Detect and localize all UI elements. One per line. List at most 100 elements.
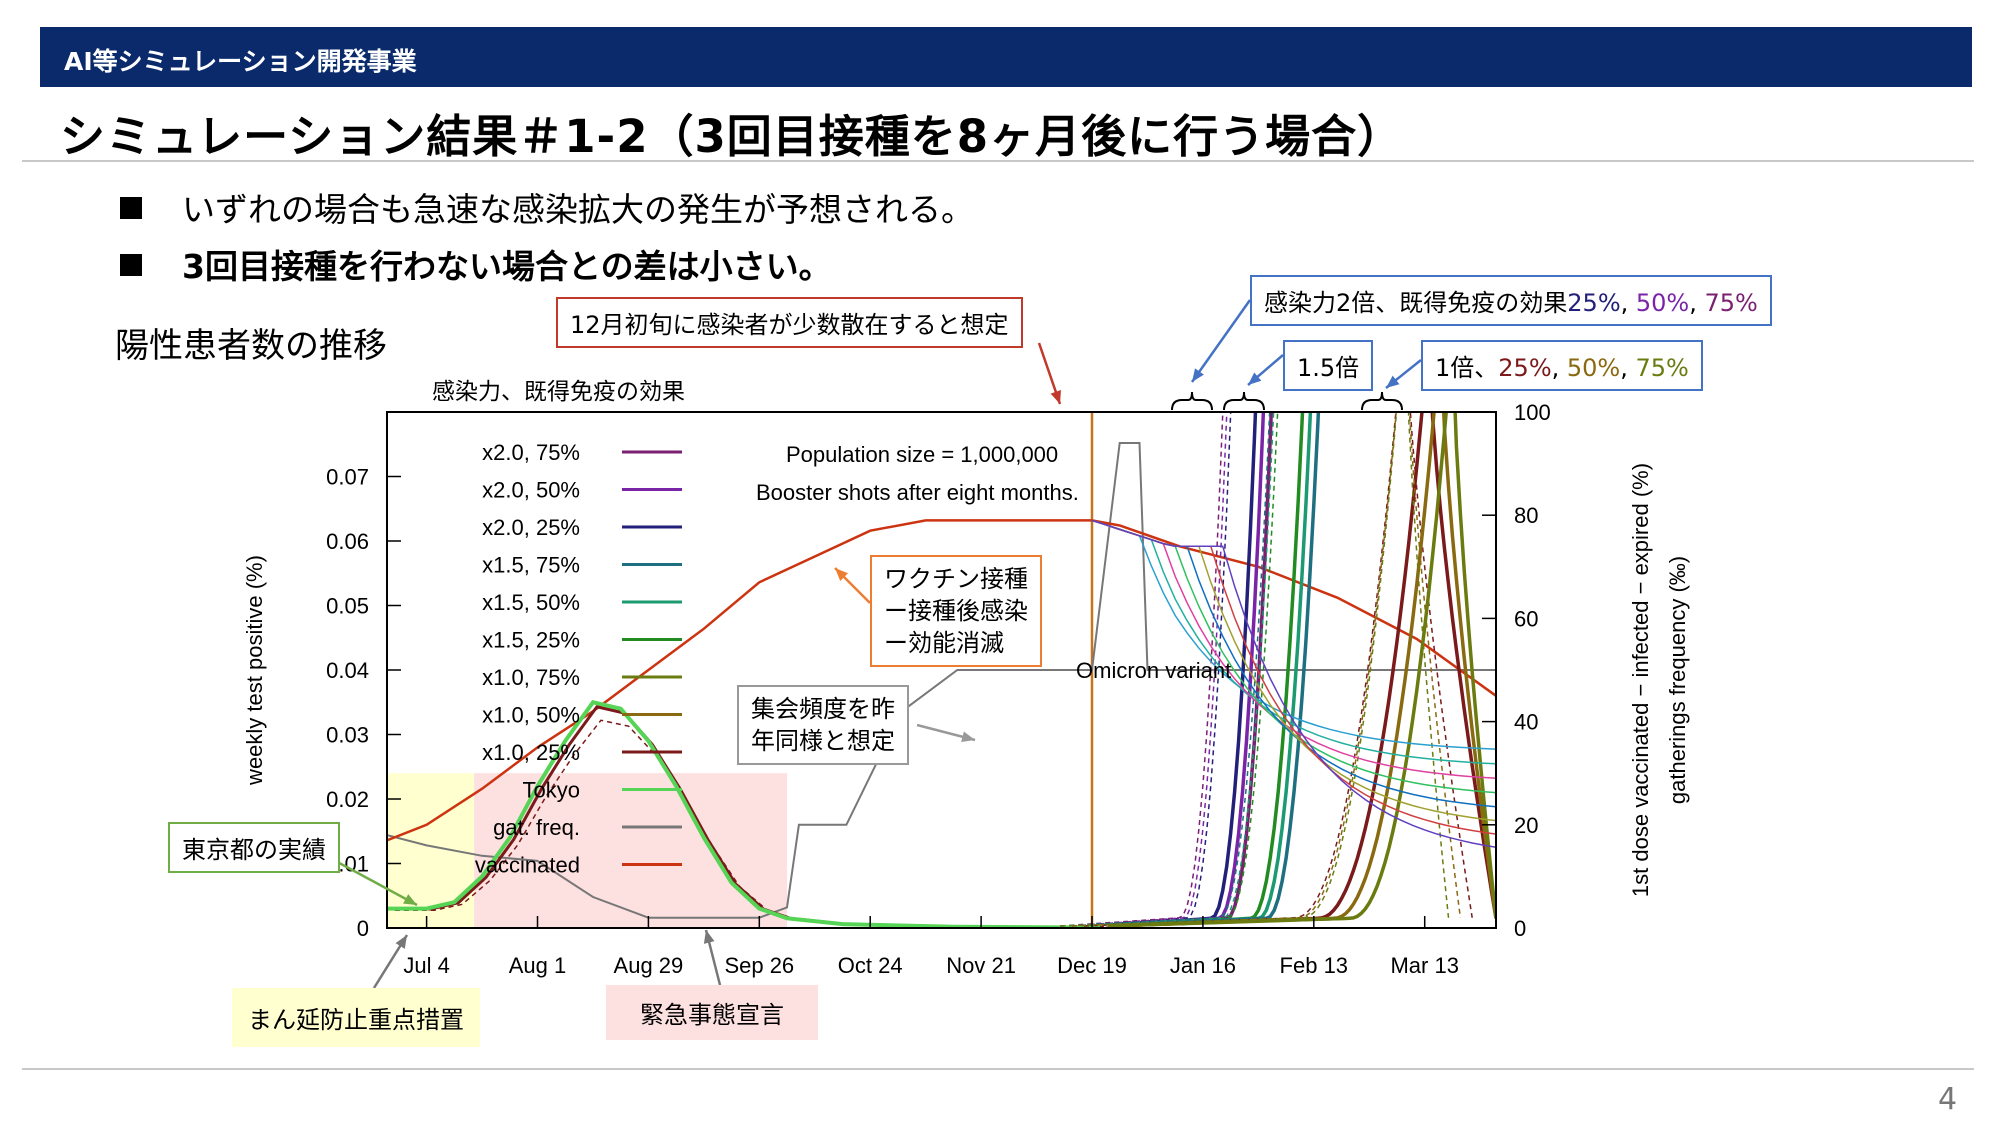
seed-arrow-head [1050, 390, 1061, 404]
legend-label: x2.0, 75% [482, 440, 580, 465]
december-seed-box: 12月初旬に感染者が少数散在すると想定 [556, 297, 1023, 348]
vaccine-line-1: ワクチン接種 [884, 565, 1028, 593]
x-tick-label: Jan 16 [1170, 953, 1236, 978]
y2-axis-label-1: 1st dose vaccinated − infected − expired… [1628, 463, 1653, 897]
x1-sep-2: , [1620, 354, 1636, 382]
x1-prefix: 1倍、 [1435, 354, 1499, 382]
wave-dashed-2 [1060, 412, 1224, 927]
tokyo-line [387, 700, 1100, 928]
wave-dashed-7 [1072, 412, 1462, 927]
x1-group-box: 1倍、25%, 50%, 75% [1421, 340, 1703, 391]
x-tick-label: Aug 1 [509, 953, 567, 978]
x1-brace [1361, 391, 1403, 411]
page-number: 4 [1938, 1082, 1958, 1117]
tokyo-actual-box: 東京都の実績 [168, 822, 340, 873]
legend-label: x1.0, 75% [482, 665, 580, 690]
y-tick-label: 0.03 [326, 723, 369, 748]
y-tick-label: 0.05 [326, 594, 369, 619]
x-tick-label: Aug 29 [614, 953, 684, 978]
y-axis-label: weekly test positive (%) [242, 555, 267, 786]
x15-brace [1223, 391, 1265, 411]
axes-layer: 00.010.020.030.040.050.060.0702040608010… [242, 379, 1690, 978]
x1-p50: 50% [1566, 354, 1621, 382]
y2-tick-label: 40 [1514, 710, 1538, 735]
vaccinated-line [387, 519, 1496, 842]
x-tick-label: Mar 13 [1390, 953, 1458, 978]
bullet-2-text: 3回目接種を行わない場合との差は小さい。 [182, 247, 832, 286]
chart-title: 感染力、既得免疫の効果 [432, 379, 685, 405]
x1-sep-1: , [1551, 354, 1567, 382]
x-tick-label: Oct 24 [838, 953, 903, 978]
footer-divider [22, 1068, 1974, 1070]
legend-label: x1.5, 50% [482, 590, 580, 615]
legend-label: x1.5, 25% [482, 628, 580, 653]
legend-label: Tokyo [523, 778, 580, 803]
bullet-2: 3回目接種を行わない場合との差は小さい。 [120, 240, 832, 288]
wave-dashed-5 [1060, 412, 1271, 927]
x2-p25: 25% [1567, 289, 1621, 317]
legend-label: vaccinated [475, 853, 580, 878]
vacc-scenario-0 [1091, 519, 1496, 750]
title-divider [22, 160, 1974, 162]
x-tick-label: Jul 4 [403, 953, 449, 978]
emergency-arrow-head [703, 930, 715, 944]
y-tick-label: 0.06 [326, 529, 369, 554]
omicron-text: Omicron variant [1076, 658, 1231, 683]
booster-text: Booster shots after eight months. [756, 480, 1079, 505]
x2-brace [1171, 391, 1213, 411]
tokyo-arrow-head [403, 894, 417, 905]
manen-arrow-head [395, 935, 407, 949]
gathering-box: 集会頻度を昨 年同様と想定 [737, 685, 909, 765]
x1-p25: 25% [1498, 354, 1552, 382]
section-label: AI等シミュレーション開発事業 [64, 47, 417, 76]
x2-arrow [1190, 299, 1252, 383]
emergency-shade [474, 773, 788, 928]
series-layer [387, 412, 1496, 928]
bullet-square [120, 254, 142, 276]
bullet-1-text: いずれの場合も急速な感染拡大の発生が予想される。 [182, 190, 974, 229]
legend-label: x2.0, 25% [482, 515, 580, 540]
x2-group-box: 感染力2倍、既得免疫の効果25%, 50%, 75% [1250, 275, 1772, 326]
legend-label: x1.0, 50% [482, 703, 580, 728]
legend-label: gat. freq. [493, 815, 580, 840]
y-tick-label: 0.02 [326, 787, 369, 812]
header-bar: AI等シミュレーション開発事業 [40, 27, 1972, 87]
wave-3 [1107, 412, 1305, 928]
legend-layer: x2.0, 75% x2.0, 50% x2.0, 25% x1.5, 75% x1.5… [475, 440, 682, 878]
wave-dashed-4 [1072, 412, 1275, 927]
x2-arrow-head [1192, 368, 1204, 382]
x-tick-label: Sep 26 [724, 953, 794, 978]
x2-sep-1: , [1620, 289, 1636, 317]
x-tick-label: Feb 13 [1280, 953, 1349, 978]
vaccine-arrow-head [835, 568, 848, 581]
x-tick-label: Nov 21 [946, 953, 1016, 978]
x1-arrow-head [1386, 375, 1400, 388]
vaccine-line-3: ー効能消滅 [884, 629, 1004, 657]
y2-axis-label-2: gatherings frequency (‰) [1665, 556, 1690, 804]
gat-freq-line [387, 442, 1496, 919]
population-text: Population size = 1,000,000 [786, 442, 1058, 467]
legend-label: x1.5, 75% [482, 553, 580, 578]
x15-arrow-head [1248, 372, 1262, 385]
y2-tick-label: 60 [1514, 606, 1538, 631]
bullet-1: いずれの場合も急速な感染拡大の発生が予想される。 [120, 183, 974, 231]
y-tick-label: 0 [357, 916, 369, 941]
arrow-layer [329, 299, 1422, 989]
vaccine-line-2: ー接種後感染 [884, 597, 1028, 625]
vaccine-box: ワクチン接種 ー接種後感染 ー効能消滅 [870, 555, 1042, 667]
gathering-line-1: 集会頻度を昨 [751, 695, 895, 723]
wave-dashed-8 [1060, 412, 1450, 927]
tokyo-arrow [329, 856, 418, 907]
y2-tick-label: 0 [1514, 916, 1526, 941]
x2-p75: 75% [1704, 289, 1758, 317]
x2-p50: 50% [1635, 289, 1690, 317]
x-tick-label: Dec 19 [1057, 953, 1127, 978]
vacc-scenario-7 [1091, 519, 1496, 848]
emergency-box: 緊急事態宣言 [606, 985, 818, 1040]
y-tick-label: 0.04 [326, 658, 369, 683]
subheading: 陽性患者数の推移 [115, 326, 387, 366]
y2-tick-label: 100 [1514, 400, 1551, 425]
y2-tick-label: 80 [1514, 503, 1538, 528]
x2-prefix: 感染力2倍、既得免疫の効果 [1264, 289, 1568, 317]
